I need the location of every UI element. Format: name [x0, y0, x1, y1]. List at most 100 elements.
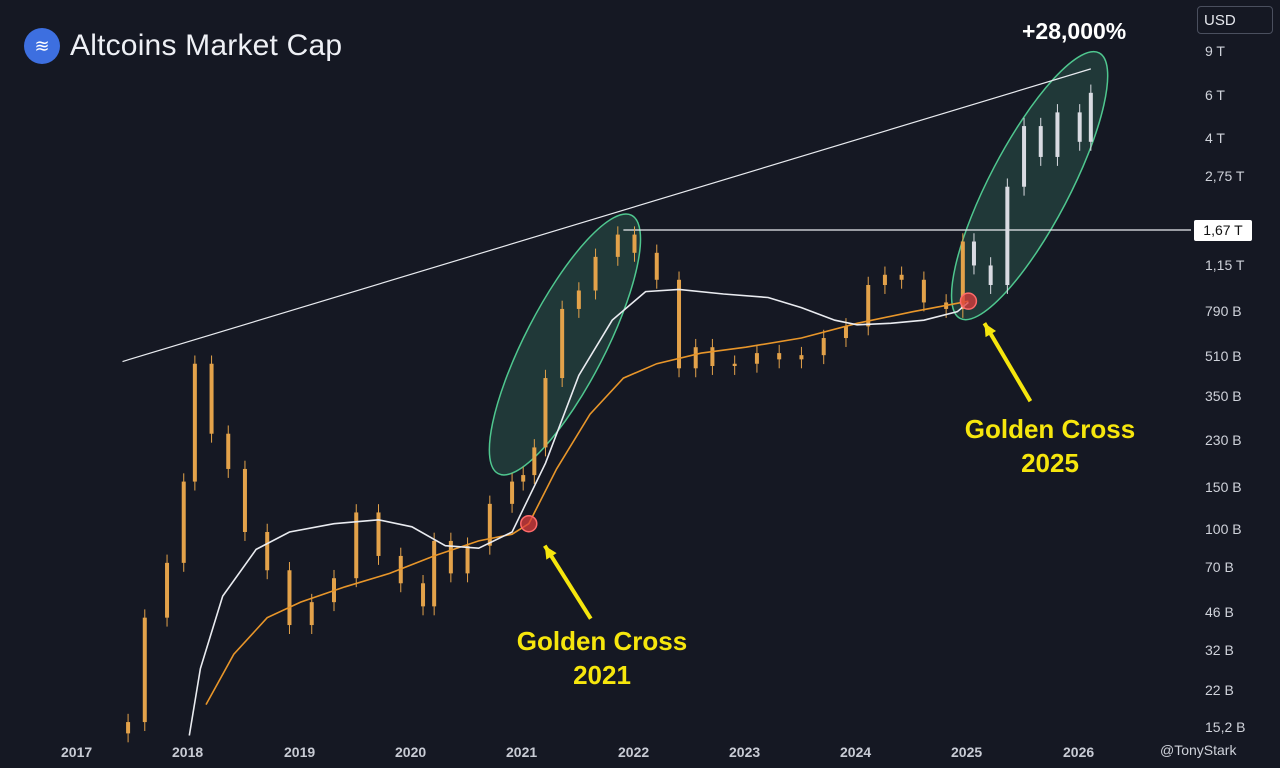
x-tick-label: 2019	[284, 744, 316, 760]
current-price-label: 1,67 T	[1194, 220, 1252, 241]
candle-body	[710, 347, 715, 366]
candle-body	[1088, 92, 1093, 142]
candle-body	[921, 279, 926, 303]
y-tick-label: 4 T	[1205, 130, 1225, 146]
y-tick-label: 15,2 B	[1205, 719, 1246, 735]
golden-cross-marker	[959, 292, 978, 310]
y-tick-label: 46 B	[1205, 604, 1234, 620]
candle-body	[1055, 112, 1060, 157]
candle-body	[843, 326, 848, 339]
highlight-ellipse	[488, 213, 642, 476]
y-tick-label: 70 B	[1205, 559, 1234, 575]
x-tick-label: 2026	[1063, 744, 1095, 760]
candle-body	[732, 363, 737, 366]
candle-body	[693, 347, 698, 369]
gain-label: +28,000%	[1022, 18, 1127, 44]
candle-body	[376, 512, 381, 556]
candle-body	[354, 512, 359, 579]
candle-body	[265, 532, 270, 571]
x-tick-label: 2017	[61, 744, 93, 760]
golden-cross-2021-annotation: Golden Cross 2021	[502, 624, 702, 692]
candle-body	[615, 234, 620, 257]
candle-body	[821, 338, 826, 356]
candle-body	[799, 355, 804, 360]
candle-body	[226, 433, 231, 469]
y-tick-label: 790 B	[1205, 303, 1242, 319]
candle-body	[754, 353, 759, 364]
chart-title: Altcoins Market Cap	[70, 29, 343, 62]
annotation-line: Golden Cross	[964, 414, 1136, 444]
altcoin-logo-icon: ≋	[24, 28, 60, 64]
candle-body	[543, 378, 548, 448]
currency-selector[interactable]: USD	[1197, 6, 1273, 34]
x-tick-label: 2020	[395, 744, 427, 760]
y-tick-label: 350 B	[1205, 388, 1242, 404]
candle-body	[677, 279, 682, 369]
candle-body	[1005, 186, 1010, 286]
y-tick-label: 1,15 T	[1205, 257, 1245, 273]
x-tick-label: 2021	[506, 744, 538, 760]
candle-body	[576, 290, 581, 309]
candle-body	[209, 363, 214, 434]
candle-body	[487, 503, 492, 546]
candle-body	[560, 308, 565, 379]
x-tick-label: 2022	[618, 744, 650, 760]
candle-body	[988, 265, 993, 286]
candle-body	[126, 722, 131, 734]
candle-body	[165, 562, 170, 618]
annotation-arrow	[543, 544, 593, 620]
y-tick-label: 230 B	[1205, 432, 1242, 448]
candle-body	[593, 256, 598, 291]
y-tick-label: 22 B	[1205, 682, 1234, 698]
annotation-line: 2021	[573, 660, 631, 690]
candle-body	[242, 468, 247, 532]
trendline	[122, 68, 1092, 363]
annotation-arrowhead	[544, 545, 557, 560]
y-tick-label: 32 B	[1205, 642, 1234, 658]
chart-header: ≋ Altcoins Market Cap	[24, 28, 342, 64]
candle-body	[777, 353, 782, 360]
candle-body	[510, 481, 515, 504]
candle-body	[654, 252, 659, 280]
candle-body	[1038, 126, 1043, 157]
x-tick-label: 2025	[951, 744, 983, 760]
candle-body	[521, 475, 526, 482]
candle-body	[532, 447, 537, 476]
y-tick-label: 2,75 T	[1205, 168, 1245, 184]
candle-body	[899, 274, 904, 280]
candle-body	[432, 540, 437, 607]
y-tick-label: 9 T	[1205, 43, 1225, 59]
annotation-line: 2025	[1021, 448, 1079, 478]
candle-body	[960, 241, 965, 309]
moving-average-line	[188, 288, 969, 736]
candle-body	[421, 583, 426, 607]
candle-body	[192, 363, 197, 482]
highlight-ellipse	[950, 50, 1109, 321]
y-tick-label: 510 B	[1205, 348, 1242, 364]
golden-cross-marker	[520, 514, 538, 533]
x-tick-label: 2024	[840, 744, 872, 760]
candle-body	[1022, 126, 1027, 187]
y-tick-label: 100 B	[1205, 521, 1242, 537]
watermark: @TonyStark	[1160, 742, 1237, 758]
candle-body	[632, 234, 637, 253]
candle-body	[309, 602, 314, 626]
candle-body	[882, 274, 887, 286]
moving-average-line	[205, 300, 969, 705]
annotation-line: Golden Cross	[516, 626, 688, 656]
x-tick-label: 2018	[172, 744, 204, 760]
candle-body	[448, 540, 453, 574]
candle-body	[181, 481, 186, 563]
candle-body	[465, 545, 470, 574]
candle-body	[1077, 112, 1082, 142]
candle-body	[287, 570, 292, 626]
y-tick-label: 150 B	[1205, 479, 1242, 495]
candle-body	[971, 241, 976, 266]
annotation-arrowhead	[984, 323, 997, 338]
candle-body	[866, 285, 871, 327]
annotation-arrow	[982, 322, 1033, 403]
x-tick-label: 2023	[729, 744, 761, 760]
candle-body	[142, 617, 147, 723]
y-tick-label: 6 T	[1205, 87, 1225, 103]
